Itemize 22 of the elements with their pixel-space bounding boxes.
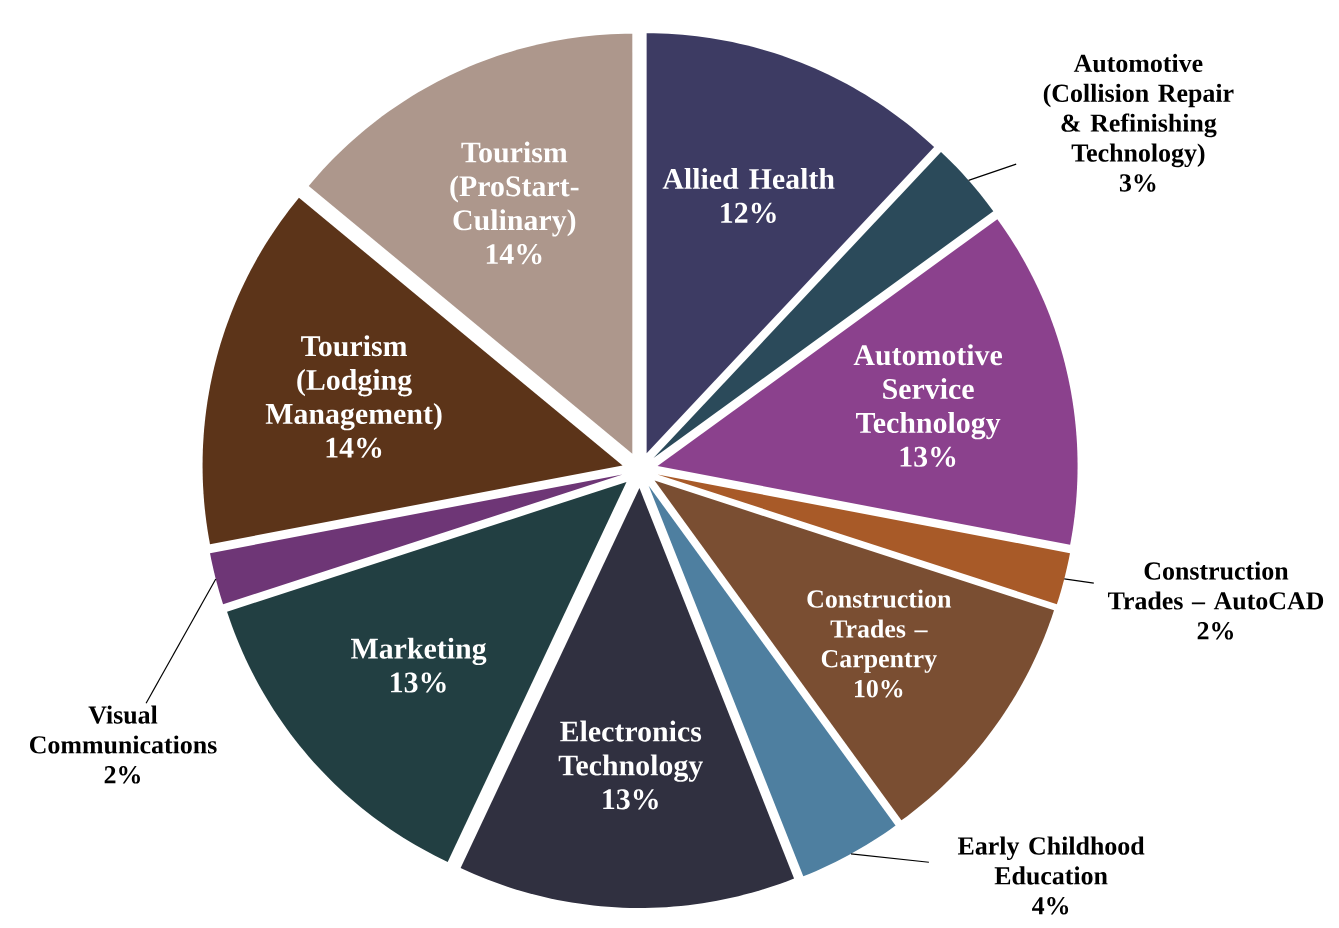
slice-label: Tourism (ProStart-Culinary) [450, 141, 579, 237]
data-label: 12% [721, 202, 776, 224]
slice-label: Tourism (Lodging Management) [265, 335, 442, 431]
slice-label: Construction Trades – Carpentry [807, 589, 952, 673]
slice-label: Marketing [351, 637, 487, 666]
data-label: 13% [603, 789, 658, 810]
slice-label: Construction Trades – AutoCAD [1108, 561, 1324, 610]
slice-label: Automotive Service Technology [853, 344, 1003, 440]
data-label: 13% [391, 672, 446, 693]
data-label: 14% [486, 243, 542, 265]
slice-label: Early Childhood Education [957, 836, 1145, 885]
data-label: 10% [855, 679, 903, 698]
data-label: 13% [900, 446, 956, 467]
data-label: 14% [326, 437, 382, 458]
data-label: 3% [1119, 174, 1156, 192]
slice-label: Allied Health [662, 168, 835, 190]
slice-label: Visual Communications [30, 705, 217, 754]
data-label: 4% [1032, 896, 1069, 915]
data-label: 2% [104, 766, 141, 784]
data-label: 2% [1197, 622, 1234, 640]
slice-label: Automotive (Collision Repair & Refinishing Technology) [1043, 53, 1234, 168]
slice-label: Electronics Technology [558, 720, 703, 782]
